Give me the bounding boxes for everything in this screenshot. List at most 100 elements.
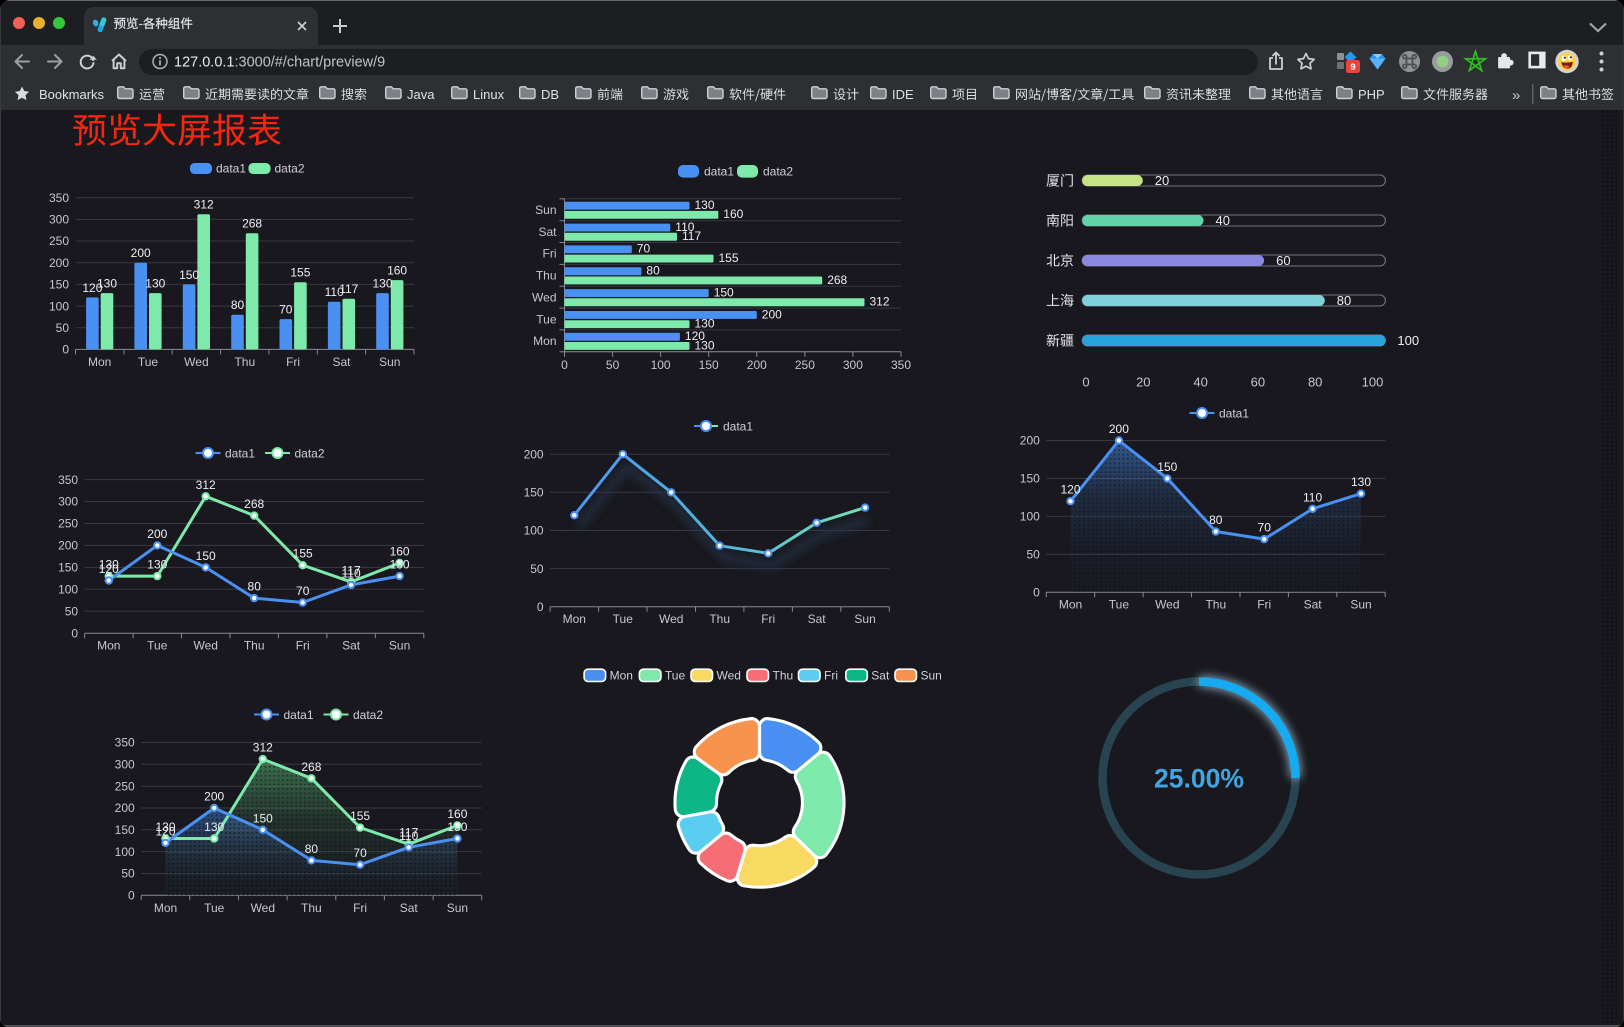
svg-text:50: 50 — [606, 358, 620, 372]
svg-text:Fri: Fri — [761, 612, 775, 626]
svg-text:300: 300 — [49, 213, 69, 227]
svg-text:Sun: Sun — [379, 355, 400, 369]
svg-text:130: 130 — [695, 338, 715, 352]
svg-text:Sun: Sun — [447, 901, 468, 915]
svg-text:Sat: Sat — [808, 612, 827, 626]
svg-text:150: 150 — [179, 268, 199, 282]
svg-text:350: 350 — [49, 191, 69, 205]
svg-text:0: 0 — [128, 889, 135, 903]
svg-text:130: 130 — [204, 820, 224, 834]
svg-text:130: 130 — [97, 277, 117, 291]
svg-text:data1: data1 — [284, 708, 314, 722]
svg-text:0: 0 — [71, 626, 78, 640]
svg-text:data2: data2 — [275, 162, 305, 176]
svg-text:70: 70 — [637, 242, 651, 256]
svg-text:150: 150 — [524, 486, 544, 500]
svg-text:Sun: Sun — [854, 612, 875, 626]
svg-text:40: 40 — [1216, 213, 1230, 228]
svg-text:80: 80 — [305, 842, 319, 856]
svg-text:Sun: Sun — [389, 639, 410, 653]
svg-text:data1: data1 — [216, 162, 246, 176]
svg-text:Fri: Fri — [824, 669, 838, 683]
svg-text:117: 117 — [339, 282, 358, 296]
svg-text:Wed: Wed — [1155, 598, 1179, 612]
svg-text:Fri: Fri — [543, 247, 557, 261]
svg-text:Sat: Sat — [342, 639, 361, 653]
svg-text:Bookmarks: Bookmarks — [39, 87, 105, 102]
svg-text:100: 100 — [524, 524, 544, 538]
svg-text:50: 50 — [530, 562, 544, 576]
svg-text:150: 150 — [58, 561, 78, 575]
svg-text:Tue: Tue — [147, 639, 168, 653]
svg-text:Wed: Wed — [532, 290, 556, 304]
svg-text:50: 50 — [56, 321, 70, 335]
svg-text:Mon: Mon — [533, 334, 556, 348]
svg-text:130: 130 — [390, 558, 410, 572]
svg-text:350: 350 — [58, 473, 78, 487]
svg-text:50: 50 — [65, 604, 79, 618]
svg-text:150: 150 — [699, 358, 719, 372]
svg-text:300: 300 — [115, 758, 135, 772]
svg-text:Mon: Mon — [610, 669, 633, 683]
svg-text:Tue: Tue — [1109, 598, 1130, 612]
svg-text:130: 130 — [372, 277, 392, 291]
svg-text:Fri: Fri — [1257, 598, 1271, 612]
svg-text:250: 250 — [795, 358, 815, 372]
svg-text:200: 200 — [131, 246, 151, 260]
svg-text:data2: data2 — [353, 708, 383, 722]
svg-text:Thu: Thu — [234, 355, 255, 369]
svg-text:130: 130 — [695, 316, 715, 330]
svg-text:110: 110 — [675, 220, 694, 234]
svg-text:130: 130 — [155, 820, 175, 834]
svg-text:130: 130 — [695, 198, 715, 212]
svg-text:Sat: Sat — [871, 669, 890, 683]
svg-text:350: 350 — [891, 358, 911, 372]
svg-text:160: 160 — [723, 207, 743, 221]
svg-text:120: 120 — [82, 281, 102, 295]
svg-text:130: 130 — [1351, 475, 1371, 489]
svg-text:117: 117 — [682, 229, 701, 243]
svg-text:250: 250 — [49, 234, 69, 248]
svg-text:data1: data1 — [1219, 407, 1249, 421]
svg-text:Thu: Thu — [301, 901, 322, 915]
svg-text:200: 200 — [58, 539, 78, 553]
svg-text:Sat: Sat — [538, 225, 557, 239]
svg-text:Sat: Sat — [1304, 598, 1323, 612]
svg-text:Fri: Fri — [296, 639, 310, 653]
svg-text:0: 0 — [1082, 375, 1089, 390]
svg-text:200: 200 — [147, 527, 167, 541]
svg-text:»: » — [1512, 87, 1520, 104]
svg-text:130: 130 — [99, 558, 119, 572]
svg-text:Tue: Tue — [138, 355, 159, 369]
svg-text:200: 200 — [115, 801, 135, 815]
svg-text:Thu: Thu — [1205, 598, 1226, 612]
svg-text:312: 312 — [194, 198, 214, 212]
svg-text:Wed: Wed — [717, 669, 741, 683]
svg-text:data2: data2 — [763, 164, 793, 178]
svg-text:80: 80 — [646, 264, 660, 278]
svg-text:150: 150 — [115, 823, 135, 837]
svg-text:200: 200 — [524, 447, 544, 461]
svg-text:80: 80 — [248, 580, 262, 594]
svg-text:155: 155 — [293, 547, 313, 561]
svg-text:150: 150 — [196, 549, 216, 563]
svg-text:data1: data1 — [723, 420, 753, 434]
svg-text:9: 9 — [1350, 62, 1355, 73]
svg-text:200: 200 — [49, 256, 69, 270]
svg-text:268: 268 — [827, 273, 847, 287]
svg-text:130: 130 — [147, 558, 167, 572]
svg-text:200: 200 — [1020, 434, 1040, 448]
svg-text:100: 100 — [49, 299, 69, 313]
svg-text:312: 312 — [870, 295, 890, 309]
svg-text:Tue: Tue — [665, 669, 686, 683]
svg-text:Wed: Wed — [659, 612, 683, 626]
svg-text:Fri: Fri — [286, 355, 300, 369]
svg-text:70: 70 — [279, 303, 293, 317]
svg-text:Mon: Mon — [97, 639, 120, 653]
svg-text:160: 160 — [387, 264, 407, 278]
svg-text:Java: Java — [407, 87, 435, 102]
svg-text:120: 120 — [99, 562, 119, 576]
svg-text:Wed: Wed — [193, 639, 217, 653]
svg-text:200: 200 — [1109, 422, 1129, 436]
svg-text:110: 110 — [325, 285, 344, 299]
